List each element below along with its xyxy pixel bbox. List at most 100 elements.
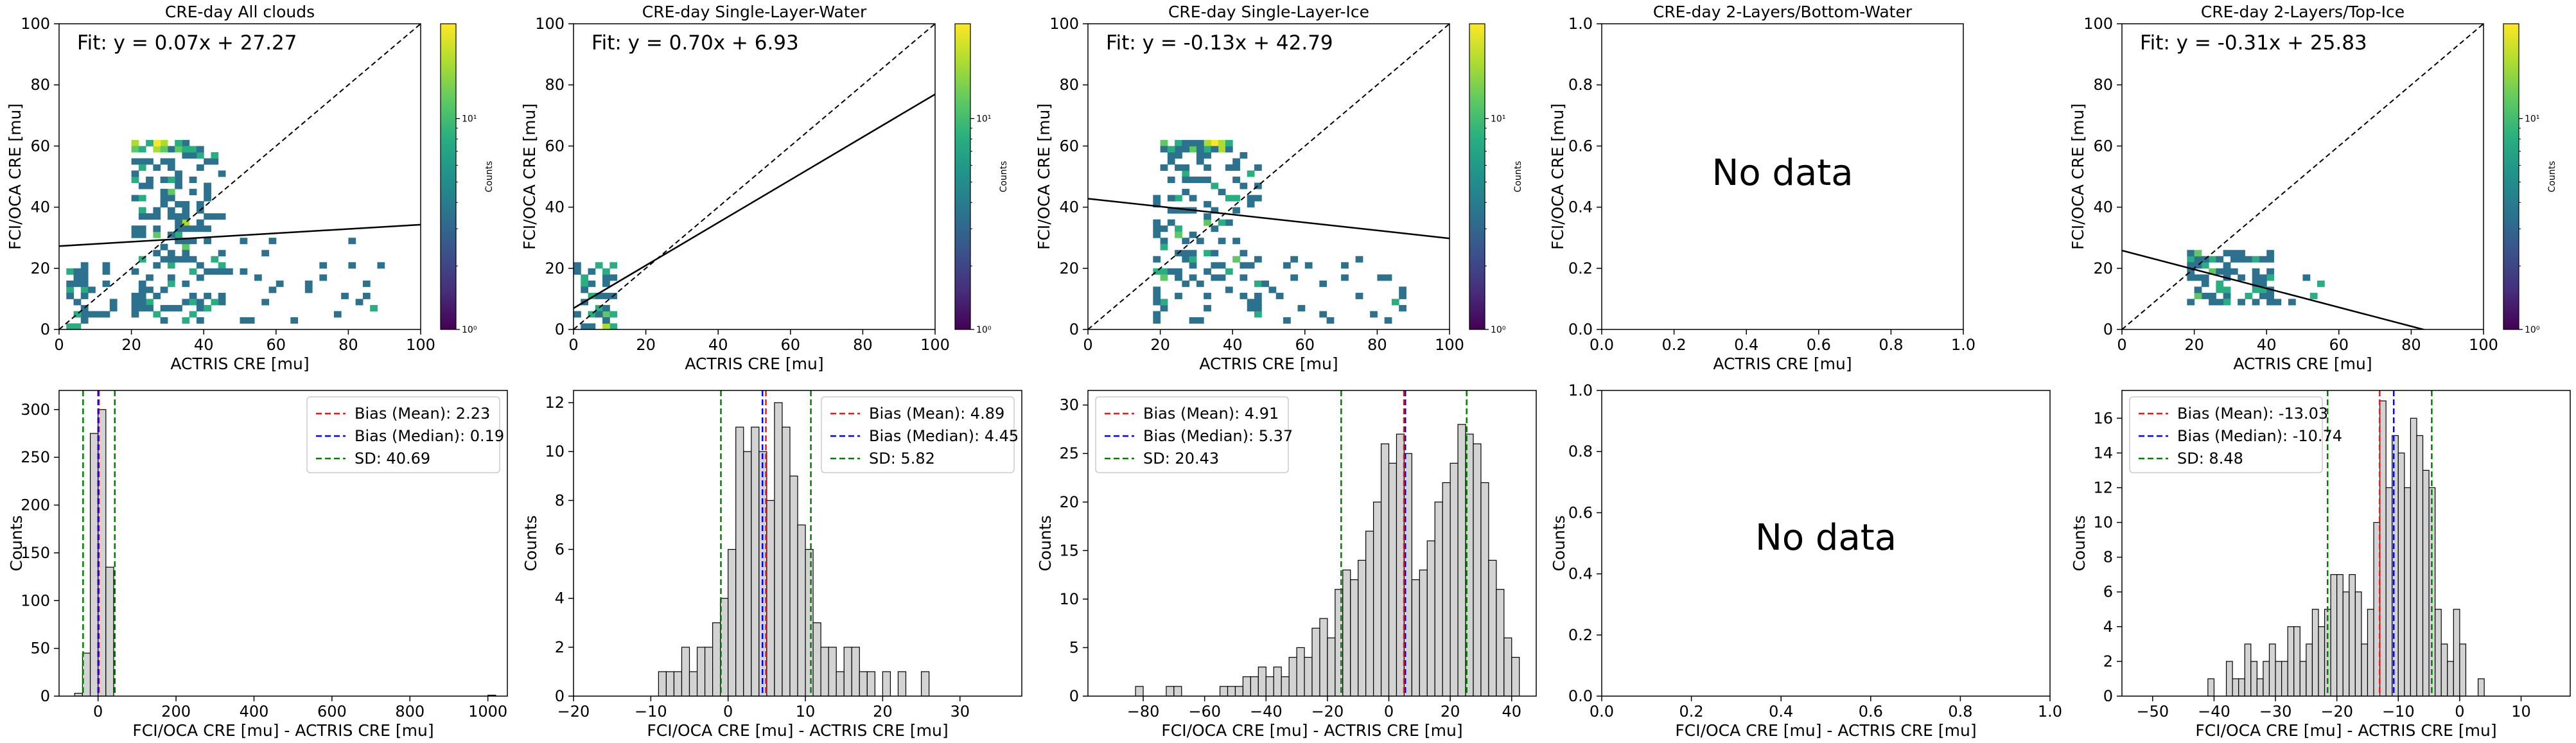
heatmap-cell	[1189, 250, 1197, 257]
fit-label: Fit: y = -0.13x + 42.79	[1106, 31, 1333, 55]
heatmap-cell	[153, 146, 161, 153]
heatmap-cell	[1175, 207, 1182, 214]
heatmap-cell	[160, 195, 168, 202]
histogram-bar	[1388, 462, 1398, 696]
histogram-bar	[897, 671, 907, 696]
histogram-bar	[673, 671, 683, 696]
heatmap-cell	[160, 243, 168, 250]
heatmap-cell	[167, 250, 175, 257]
legend-box	[821, 396, 1015, 473]
heatmap-cell	[2259, 256, 2267, 263]
y-axis-label: Counts	[1550, 515, 1568, 571]
histogram-bar	[1319, 618, 1328, 696]
x-tick-label: 0	[1384, 703, 1394, 721]
heatmap-cell	[1196, 317, 1204, 324]
histogram-bar	[1426, 540, 1435, 696]
heatmap-cell	[66, 280, 74, 287]
plot-area	[2122, 24, 2484, 329]
heatmap-cell	[1182, 164, 1190, 171]
histogram-bar	[1296, 647, 1305, 696]
histogram-bar	[2207, 678, 2215, 696]
heatmap-cell	[175, 304, 182, 311]
colorbar-tick-label: 10⁰	[1491, 325, 1506, 335]
heatmap-cell	[1254, 256, 1262, 263]
heatmap-cell	[581, 274, 589, 281]
heatmap-cell	[1175, 274, 1182, 281]
heatmap-cell	[290, 317, 299, 324]
y-tick-label: 0.8	[1568, 76, 1593, 94]
heatmap-cell	[1232, 207, 1240, 214]
histogram-bar	[2232, 678, 2239, 696]
y-tick-label: 0	[555, 320, 565, 338]
x-tick-label: −40	[2198, 703, 2230, 721]
x-axis-label: FCI/OCA CRE [mu] - ACTRIS CRE [mu]	[1161, 721, 1462, 740]
x-tick-label: 10	[2511, 703, 2531, 721]
y-tick-label: 2	[555, 638, 565, 656]
heatmap-cell	[2223, 268, 2231, 275]
x-tick-label: −30	[2259, 703, 2292, 721]
colorbar-label: Counts	[484, 161, 495, 193]
heatmap-cell	[1160, 304, 1168, 311]
plot-frame	[2121, 390, 2571, 697]
heatmap-cell	[1153, 286, 1161, 293]
x-axis-label: FCI/OCA CRE [mu] - ACTRIS CRE [mu]	[132, 721, 434, 740]
heatmap-cell	[1377, 274, 1385, 281]
y-tick-label: 12	[545, 394, 565, 412]
heatmap-cell	[73, 323, 82, 329]
heatmap-cell	[261, 299, 270, 306]
heatmap-cell	[160, 189, 168, 196]
heatmap-cell	[2259, 280, 2267, 287]
heatmap-cell	[160, 139, 168, 146]
heatmap-cell	[189, 189, 197, 196]
plot-frame	[58, 390, 508, 697]
heatmap-cell	[196, 201, 204, 208]
y-axis-label: Counts	[1036, 515, 1055, 571]
heatmap-cell	[1160, 164, 1168, 171]
x-tick-label: 0	[93, 703, 103, 721]
heatmap-cell	[1240, 262, 1248, 269]
heatmap-cell	[588, 268, 596, 275]
heatmap-cell	[182, 146, 190, 153]
histogram-bar	[1250, 676, 1259, 696]
heatmap-cell	[1319, 311, 1327, 318]
histogram-bar	[2281, 661, 2288, 696]
x-tick-label: 0.6	[1859, 703, 1883, 721]
histogram-bar	[2268, 643, 2276, 696]
y-tick-label: 0	[2103, 320, 2113, 338]
heatmap-cell	[2187, 250, 2195, 257]
heatmap-cell	[1167, 146, 1175, 153]
y-tick-label: 30	[1059, 396, 1079, 414]
heatmap-cell	[204, 158, 211, 165]
no-data-label: No data	[1712, 152, 1853, 194]
histogram-bar	[704, 647, 714, 696]
plot-frame	[2121, 23, 2484, 330]
x-tick-label: 1000	[468, 703, 507, 721]
heatmap-cell	[1153, 299, 1161, 306]
heatmap-cell	[602, 280, 610, 287]
heatmap-cell	[80, 268, 89, 275]
heatmap-cell	[370, 304, 378, 311]
heatmap-cell	[1261, 280, 1269, 287]
x-tick-label: 80	[853, 336, 873, 354]
plot-area	[658, 390, 930, 696]
heatmap-cell	[1391, 299, 1399, 306]
x-tick-label: 20	[121, 336, 141, 354]
heatmap-cell	[138, 286, 146, 293]
heatmap-cell	[204, 268, 211, 275]
heatmap-cell	[189, 152, 197, 159]
heatmap-cell	[1204, 177, 1211, 184]
histogram-bar	[797, 524, 806, 696]
heatmap-cell	[1160, 225, 1168, 232]
heatmap-panel-5: CRE-day 2-Layers/Top-Ice 0 20 40 60 80 100 0 20 4…	[2069, 3, 2557, 373]
heatmap-cell	[146, 139, 153, 146]
heatmap-cell	[254, 274, 262, 281]
heatmap-cell	[153, 250, 161, 257]
histogram-bar	[2275, 661, 2282, 696]
histogram-bar	[1227, 686, 1236, 696]
heatmap-cell	[160, 146, 168, 153]
heatmap-cell	[1153, 311, 1161, 318]
heatmap-cell	[189, 238, 197, 245]
heatmap-cell	[66, 286, 74, 293]
heatmap-cell	[1175, 292, 1182, 299]
histogram-bar	[1373, 502, 1382, 696]
